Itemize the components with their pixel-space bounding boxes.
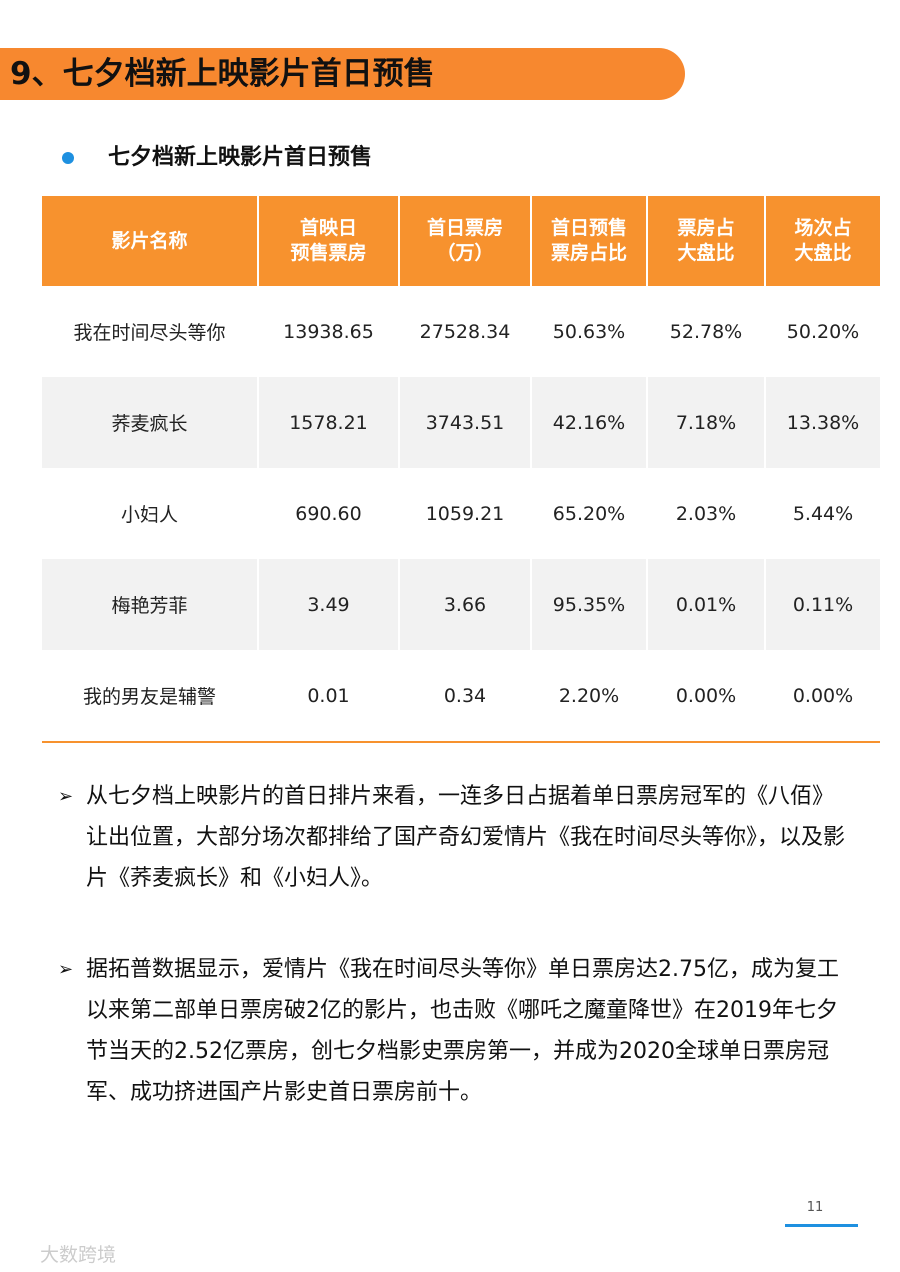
table-cell: 荞麦疯长 xyxy=(42,377,258,468)
table-cell: 95.35% xyxy=(530,559,647,650)
table-cell: 3.66 xyxy=(398,559,531,650)
table-cell: 梅艳芳菲 xyxy=(42,559,258,650)
paragraph-text: 据拓普数据显示，爱情片《我在时间尽头等你》单日票房达2.75亿，成为复工以来第二… xyxy=(86,957,839,1105)
table-cell: 我的男友是辅警 xyxy=(42,650,258,743)
column-header: 票房占 大盘比 xyxy=(646,196,765,286)
bullet-paragraph: ➢ 据拓普数据显示，爱情片《我在时间尽头等你》单日票房达2.75亿，成为复工以来第… xyxy=(58,949,848,1113)
page-title: 9、七夕档新上映影片首日预售 xyxy=(10,56,435,92)
table-cell: 27528.34 xyxy=(398,286,531,377)
table-cell: 3743.51 xyxy=(398,377,531,468)
table-cell: 0.34 xyxy=(398,650,531,743)
table-cell: 13938.65 xyxy=(257,286,399,377)
table-cell: 我在时间尽头等你 xyxy=(73,322,226,344)
header-line: 首日预售 xyxy=(550,217,627,239)
title-banner xyxy=(0,48,685,100)
column-header: 首日预售 票房占比 xyxy=(530,196,647,286)
table-cell: 50.20% xyxy=(764,286,880,377)
table-row: 梅艳芳菲 3.49 3.66 95.35% 0.01% 0.11% xyxy=(42,559,880,650)
table-cell: 7.18% xyxy=(646,377,765,468)
header-line: 首映日 xyxy=(299,217,357,239)
table-cell: 42.16% xyxy=(530,377,647,468)
table-cell: 2.20% xyxy=(530,650,647,743)
header-line: 影片名称 xyxy=(111,229,188,252)
table-row: 我的男友是辅警 0.01 0.34 2.20% 0.00% 0.00% xyxy=(42,650,880,743)
table-cell: 0.11% xyxy=(764,559,880,650)
header-line: 票房占比 xyxy=(550,242,627,264)
header-line: （万） xyxy=(436,242,494,264)
column-header: 影片名称 xyxy=(42,196,258,286)
data-table: 影片名称 首映日 预售票房 首日票房 （万） 首日预售 票房占比 票房占 大盘比 场次占 大盘比 我在… xyxy=(42,196,880,743)
table-cell: 65.20% xyxy=(530,468,647,559)
table-cell: 13.38% xyxy=(764,377,880,468)
table-cell: 0.00% xyxy=(646,650,765,743)
page-number: 11 xyxy=(806,1200,824,1215)
header-line: 大盘比 xyxy=(794,242,852,264)
table-cell: 690.60 xyxy=(257,468,399,559)
table-cell: 0.01 xyxy=(257,650,399,743)
page-line xyxy=(785,1224,858,1227)
table-cell: 5.44% xyxy=(764,468,880,559)
section-title: 七夕档新上映影片首日预售 xyxy=(108,145,373,170)
table-cell: 3.49 xyxy=(257,559,399,650)
table-cell: 1059.21 xyxy=(398,468,531,559)
table-cell: 小妇人 xyxy=(120,504,178,526)
bullet-dot xyxy=(62,152,74,164)
column-header: 场次占 大盘比 xyxy=(764,196,880,286)
table-cell: 0.00% xyxy=(764,650,880,743)
table-row: 小妇人 690.60 1059.21 65.20% 2.03% 5.44% xyxy=(42,468,880,559)
bullet-paragraph: ➢ 从七夕档上映影片的首日排片来看，一连多日占据着单日票房冠军的《八佰》让出位置，… xyxy=(58,776,848,899)
watermark: 大数跨境 xyxy=(40,1244,117,1266)
table-cell: 50.63% xyxy=(530,286,647,377)
table-row: 我在时间尽头等你 13938.65 27528.34 50.63% 52.78% 50.2… xyxy=(42,286,880,377)
table-cell: 1578.21 xyxy=(257,377,399,468)
table-cell: 0.01% xyxy=(646,559,765,650)
header-line: 场次占 xyxy=(794,217,852,239)
column-header: 首映日 预售票房 xyxy=(257,196,399,286)
paragraph-text: 从七夕档上映影片的首日排片来看，一连多日占据着单日票房冠军的《八佰》让出位置，大… xyxy=(86,784,846,891)
header-line: 大盘比 xyxy=(677,242,735,264)
column-header: 首日票房 （万） xyxy=(398,196,531,286)
table-row: 荞麦疯长 1578.21 3743.51 42.16% 7.18% 13.38% xyxy=(42,377,880,468)
header-line: 首日票房 xyxy=(426,217,503,239)
table-cell: 2.03% xyxy=(646,468,765,559)
header-line: 票房占 xyxy=(677,217,735,239)
header-line: 预售票房 xyxy=(290,242,367,264)
table-cell: 52.78% xyxy=(646,286,765,377)
